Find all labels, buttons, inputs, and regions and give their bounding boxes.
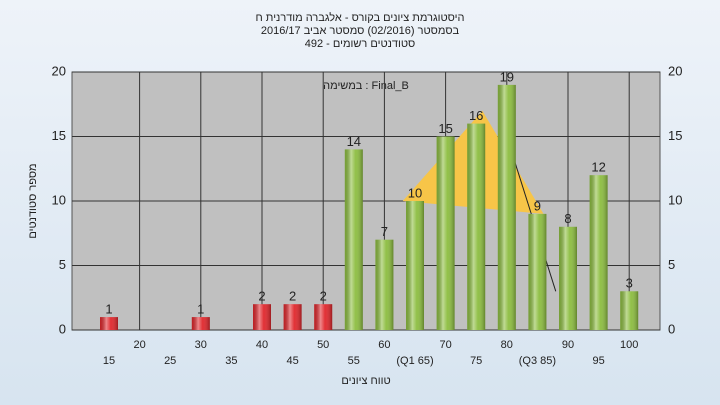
value-label: 12 xyxy=(591,160,605,175)
x-tick-label: 45 xyxy=(286,355,298,367)
chart-subtitle: בסמסטר (02/2016) סמסטר אביב 2016/17 xyxy=(261,25,460,37)
value-label: 2 xyxy=(289,289,296,304)
annotation: במשימה : Final_B xyxy=(323,80,409,92)
x-tick-label: (Q1 65) xyxy=(396,355,433,367)
bar-shine xyxy=(436,136,455,330)
value-label: 9 xyxy=(534,198,541,213)
value-label: 16 xyxy=(469,108,483,123)
y2-tick-label: 20 xyxy=(668,63,682,78)
bar-shine xyxy=(528,213,547,330)
value-label: 14 xyxy=(347,134,361,149)
x-tick-label: 35 xyxy=(225,355,237,367)
y-tick-label: 0 xyxy=(59,321,66,336)
x-tick-label: 90 xyxy=(562,339,574,351)
x-tick-label: 95 xyxy=(592,355,604,367)
y-tick-label: 20 xyxy=(52,63,66,78)
value-label: 7 xyxy=(381,224,388,239)
x-tick-label: 80 xyxy=(501,339,513,351)
x-tick-label: 75 xyxy=(470,355,482,367)
value-label: 10 xyxy=(408,185,422,200)
bar-shine xyxy=(406,201,424,330)
x-tick-label: 30 xyxy=(195,339,207,351)
bar-shine xyxy=(253,304,271,330)
x-tick-label: 15 xyxy=(103,355,115,367)
value-label: 19 xyxy=(500,69,514,84)
x-tick-label: 60 xyxy=(378,339,390,351)
bar-shine xyxy=(559,226,577,330)
x-tick-label: 100 xyxy=(620,339,638,351)
x-tick-label: 25 xyxy=(164,355,176,367)
bar-shine xyxy=(344,149,363,330)
value-label: 2 xyxy=(320,289,327,304)
bar-shine xyxy=(467,123,486,330)
y-tick-label: 10 xyxy=(52,192,66,207)
chart-title: היסטוגרמת ציונים בקורס - אלגברה מודרנית … xyxy=(256,11,465,24)
x-tick-label: (Q3 85) xyxy=(519,355,556,367)
x-axis-label: טווח ציונים xyxy=(341,375,390,387)
x-tick-label: 55 xyxy=(348,355,360,367)
value-label: 1 xyxy=(105,302,112,317)
value-label: 15 xyxy=(438,121,452,136)
bar-shine xyxy=(589,175,608,330)
chart-subtitle: סטודנטים רשומים - 492 xyxy=(305,38,416,50)
x-tick-label: 70 xyxy=(439,339,451,351)
bar-shine xyxy=(620,291,639,330)
x-tick-label: 20 xyxy=(133,339,145,351)
x-tick-label: 40 xyxy=(256,339,268,351)
value-label: 8 xyxy=(564,211,571,226)
x-tick-label: 50 xyxy=(317,339,329,351)
value-label: 1 xyxy=(197,302,204,317)
bar-shine xyxy=(191,317,210,330)
bar-shine xyxy=(497,84,516,331)
y-axis-label: מספר סטודנטים xyxy=(27,163,39,238)
y-tick-label: 5 xyxy=(59,257,66,272)
bar-shine xyxy=(375,239,394,330)
y-tick-label: 15 xyxy=(52,128,66,143)
y2-tick-label: 10 xyxy=(668,192,682,207)
bar-shine xyxy=(100,317,118,330)
value-label: 3 xyxy=(626,276,633,291)
y2-tick-label: 15 xyxy=(668,128,682,143)
y2-tick-label: 5 xyxy=(668,257,675,272)
bar-shine xyxy=(283,304,302,330)
bar-shine xyxy=(314,304,333,330)
value-label: 2 xyxy=(258,289,265,304)
y2-tick-label: 0 xyxy=(668,321,675,336)
